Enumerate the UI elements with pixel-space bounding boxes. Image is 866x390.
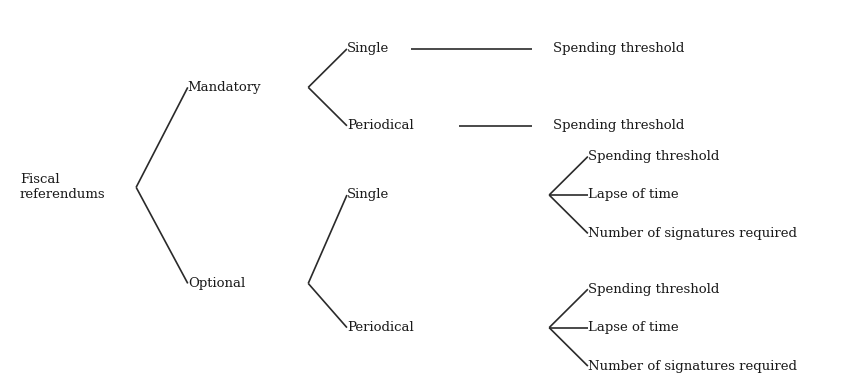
Text: Spending threshold: Spending threshold	[553, 43, 685, 55]
Text: Single: Single	[347, 43, 389, 55]
Text: Spending threshold: Spending threshold	[553, 119, 685, 132]
Text: Mandatory: Mandatory	[188, 81, 262, 94]
Text: Lapse of time: Lapse of time	[588, 321, 678, 334]
Text: Single: Single	[347, 188, 389, 202]
Text: Number of signatures required: Number of signatures required	[588, 227, 797, 240]
Text: Spending threshold: Spending threshold	[588, 150, 720, 163]
Text: Periodical: Periodical	[347, 321, 414, 334]
Text: Spending threshold: Spending threshold	[588, 283, 720, 296]
Text: Optional: Optional	[188, 277, 245, 290]
Text: Periodical: Periodical	[347, 119, 414, 132]
Text: Number of signatures required: Number of signatures required	[588, 360, 797, 372]
Text: Fiscal
referendums: Fiscal referendums	[20, 173, 106, 201]
Text: Lapse of time: Lapse of time	[588, 188, 678, 202]
